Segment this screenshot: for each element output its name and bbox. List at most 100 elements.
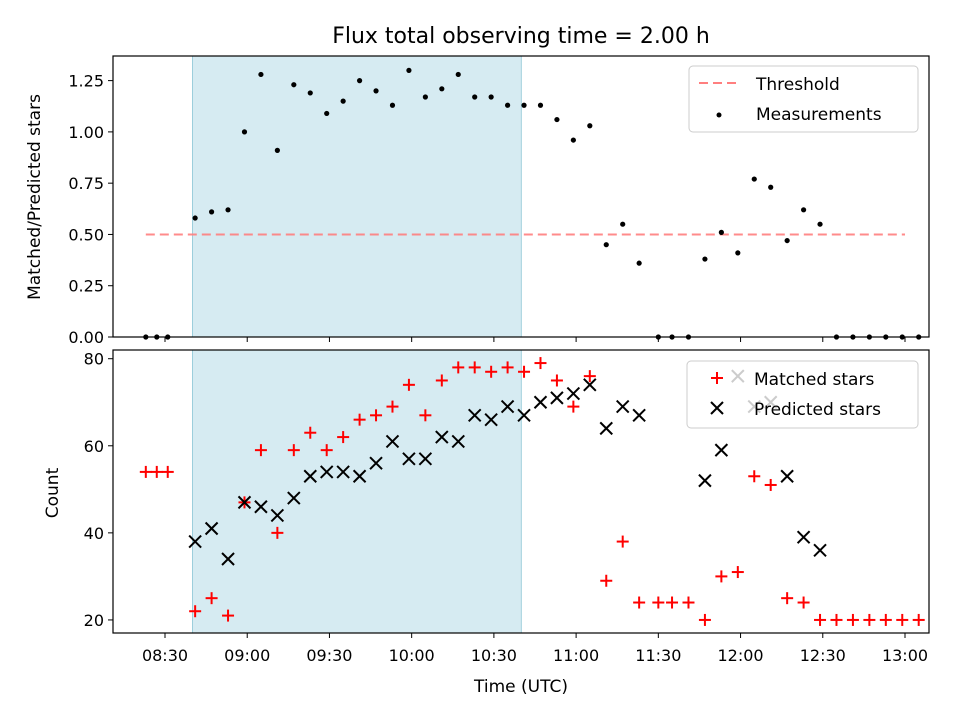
measurements-point	[373, 88, 379, 94]
measurements-point	[241, 129, 248, 135]
measurements-point	[208, 209, 215, 215]
matched-stars-point	[863, 613, 876, 626]
predicted-stars-point	[632, 408, 646, 423]
matched-stars-point	[518, 365, 531, 378]
predicted-stars-point	[221, 552, 235, 566]
measurements-point	[340, 98, 346, 104]
matched-stars-point	[271, 526, 284, 539]
matched-stars-point	[320, 444, 333, 457]
predicted-stars-point	[599, 421, 613, 436]
count-legend: Matched stars Predicted stars	[686, 360, 919, 429]
matched-stars-point	[205, 592, 218, 605]
predicted-stars-point	[254, 500, 268, 514]
y-tick-label: 0.25	[68, 277, 104, 296]
measurements-point	[488, 94, 494, 100]
predicted-stars-point	[550, 391, 564, 405]
matched-stars-point	[435, 374, 448, 387]
ratio-axes-frame	[112, 55, 930, 338]
count-x-ticks: 08:30 09:00 09:30 10:00 10:30 11:00 11:30 12:00…	[142, 633, 928, 665]
matched-stars-point	[139, 465, 152, 478]
predicted-stars-point	[418, 452, 433, 466]
matched-stars-legend-label: Matched stars	[754, 370, 874, 390]
measurements-point	[291, 82, 297, 88]
measurements-point	[554, 116, 560, 123]
measurements-point	[735, 250, 741, 256]
matched-stars-point	[452, 361, 465, 374]
x-tick-label: 09:00	[224, 646, 270, 665]
matched-stars-point	[304, 426, 317, 439]
predicted-stars-point	[780, 469, 794, 483]
predicted-stars-point	[714, 443, 729, 457]
predicted-stars-point	[237, 495, 252, 510]
predicted-stars-point	[402, 452, 416, 466]
measurements-point	[455, 71, 461, 78]
measurements-point	[422, 94, 428, 100]
observing-window-shade	[192, 55, 522, 338]
predicted-stars-point	[385, 434, 400, 449]
measurements-point	[472, 94, 478, 100]
matched-stars-point	[501, 361, 514, 374]
predicted-stars-point	[270, 508, 285, 523]
measurements-point	[192, 215, 198, 221]
predicted-stars-legend-label: Predicted stars	[754, 400, 881, 420]
y-tick-label: 1.25	[68, 72, 104, 91]
predicted-stars-point	[517, 408, 531, 423]
y-tick-label: 0.50	[68, 225, 104, 244]
matched-stars-point	[150, 465, 163, 478]
measurements-point	[603, 242, 609, 248]
matched-stars-point	[161, 465, 174, 478]
measurements-point	[225, 207, 231, 213]
measurements-point	[439, 86, 445, 92]
matched-stars-point	[353, 413, 366, 426]
measurements-point	[702, 256, 708, 262]
threshold-legend-label: Threshold	[755, 75, 840, 95]
matched-stars-point	[534, 357, 547, 370]
count-panel: 20 40 60 80 08:30 09:00 09:30 10:00 10:30 11:00 1…	[43, 349, 930, 697]
measurements-point	[274, 147, 280, 153]
predicted-stars-point	[566, 386, 581, 401]
x-tick-label: 11:30	[635, 646, 681, 665]
observing-window-shade	[192, 349, 522, 634]
predicted-stars-point	[467, 408, 482, 423]
measurements-point	[587, 123, 593, 129]
ratio-legend: Threshold Measurements	[688, 65, 919, 133]
measurements-point	[356, 78, 363, 84]
count-points	[139, 357, 925, 626]
matched-stars-point	[222, 609, 235, 622]
measurements-point	[768, 184, 774, 190]
predicted-stars-point	[615, 399, 630, 414]
matched-stars-point	[189, 605, 202, 618]
measurements-point	[800, 207, 807, 213]
matched-stars-point	[402, 378, 415, 391]
ratio-panel: 0.00 0.25 0.50 0.75 1.00 1.25 Matched/Predict…	[25, 55, 930, 347]
measurements-legend-label: Measurements	[756, 105, 882, 125]
legend-box	[688, 65, 919, 133]
predicted-stars-point	[813, 543, 827, 557]
predicted-stars-point	[796, 530, 811, 544]
ratio-x-ticks	[164, 337, 906, 342]
y-tick-label: 1.00	[68, 123, 104, 142]
y-tick-label: 80	[84, 350, 104, 369]
x-tick-label: 09:30	[306, 646, 352, 665]
measurements-point	[324, 110, 330, 117]
predicted-stars-point	[451, 434, 465, 449]
matched-stars-point	[715, 570, 728, 583]
measurements-point	[258, 71, 264, 78]
x-tick-label: 10:30	[471, 646, 517, 665]
predicted-stars-point	[500, 399, 515, 414]
matched-stars-point	[912, 613, 925, 626]
predicted-stars-point	[287, 491, 301, 505]
matched-stars-point	[337, 431, 350, 444]
matched-stars-point	[567, 400, 580, 413]
matched-stars-point	[600, 574, 613, 587]
count-y-ticks: 20 40 60 80	[84, 350, 113, 630]
measurements-point	[784, 237, 790, 244]
matched-stars-point	[764, 478, 777, 491]
matched-stars-point	[652, 596, 665, 609]
matched-stars-point	[896, 613, 909, 626]
x-tick-label: 08:30	[142, 646, 188, 665]
y-tick-label: 0.00	[68, 328, 104, 347]
predicted-stars-point	[188, 534, 202, 549]
matched-stars-point	[254, 444, 267, 457]
matched-stars-point	[846, 613, 859, 626]
